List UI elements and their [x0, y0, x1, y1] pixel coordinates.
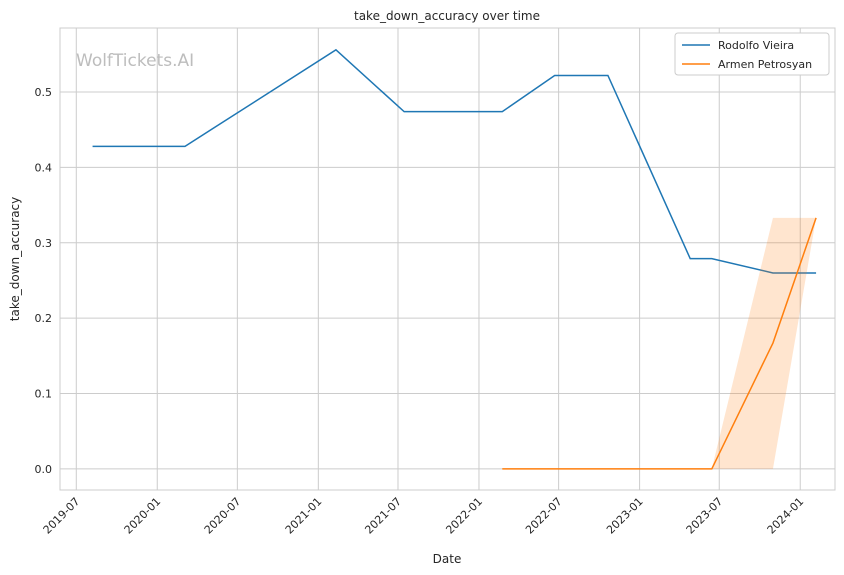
watermark: WolfTickets.AI [76, 51, 194, 71]
grid [60, 28, 835, 490]
legend-label-rodolfo: Rodolfo Vieira [718, 39, 794, 52]
confidence-band-armen-petrosyan [502, 217, 817, 469]
y-ticks: 0.0 0.1 0.2 0.3 0.4 0.5 [35, 86, 53, 476]
x-ticks: 2019-07 2020-01 2020-07 2021-01 2021-07 2022-… [41, 495, 807, 537]
legend-label-armen: Armen Petrosyan [718, 58, 812, 71]
chart-title: take_down_accuracy over time [354, 9, 540, 23]
y-tick-label: 0.1 [35, 388, 53, 401]
y-tick-label: 0.5 [35, 86, 53, 99]
series-line-rodolfo-vieira [92, 48, 817, 274]
y-axis-label: take_down_accuracy [8, 197, 22, 321]
x-tick-label: 2021-01 [283, 495, 325, 537]
x-tick-label: 2022-07 [523, 495, 565, 537]
x-tick-label: 2023-07 [684, 495, 726, 537]
y-tick-label: 0.4 [35, 161, 53, 174]
plot-frame [59, 27, 836, 491]
y-tick-label: 0.3 [35, 237, 53, 250]
series-group [92, 48, 817, 470]
x-tick-label: 2019-07 [41, 495, 83, 537]
x-tick-label: 2020-07 [202, 495, 244, 537]
x-tick-label: 2023-01 [604, 495, 646, 537]
series-line-armen-petrosyan [502, 217, 817, 470]
x-tick-label: 2020-01 [122, 495, 164, 537]
x-axis-label: Date [433, 552, 462, 566]
x-tick-label: 2024-01 [765, 495, 807, 537]
y-tick-label: 0.0 [35, 463, 53, 476]
x-tick-label: 2022-01 [443, 495, 485, 537]
y-tick-label: 0.2 [35, 312, 53, 325]
x-tick-label: 2021-07 [362, 495, 404, 537]
legend: Rodolfo Vieira Armen Petrosyan [674, 32, 830, 76]
